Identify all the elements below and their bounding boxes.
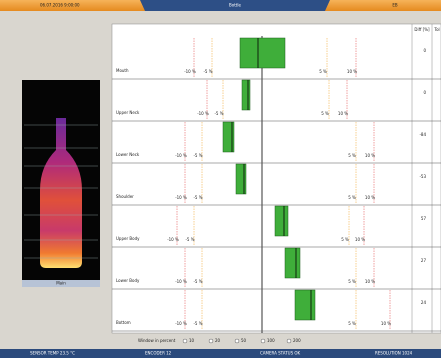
- status-text: ENCODER 12: [145, 351, 172, 356]
- limit-label: 10 %: [365, 195, 375, 200]
- limit-label: 5 %: [348, 153, 356, 158]
- limit-label: -10 %: [175, 321, 187, 326]
- row-diff: -53: [419, 174, 426, 179]
- limit-label: -10 %: [167, 237, 179, 242]
- limit-label: 5 %: [348, 321, 356, 326]
- limit-label: -5 %: [203, 69, 212, 74]
- limit-label: -5 %: [193, 279, 202, 284]
- tab[interactable]: [140, 0, 330, 11]
- tab-title[interactable]: Bottle: [229, 3, 241, 8]
- row-diff: 0: [423, 90, 426, 95]
- radio-button[interactable]: [234, 338, 240, 344]
- zone-box: [241, 79, 251, 111]
- bottle: [40, 118, 82, 268]
- row-label: Mouth: [116, 68, 129, 73]
- limit-label: -10 %: [184, 69, 196, 74]
- radio-label[interactable]: 20: [215, 338, 221, 343]
- row-label: Lower Body: [116, 278, 140, 283]
- zone-box: [274, 205, 289, 237]
- radio-button[interactable]: [286, 338, 292, 344]
- status-text: SENSOR TEMP 23.5 °C: [30, 351, 75, 356]
- row-diff: 57: [421, 216, 427, 221]
- status-text: CAMERA STATUS OK: [260, 351, 301, 356]
- limit-label: -5 %: [193, 153, 202, 158]
- limit-label: 10 %: [338, 111, 348, 116]
- zone-box: [239, 37, 286, 69]
- status-text: RESOLUTION 1024: [375, 351, 413, 356]
- zone-lines: [24, 124, 98, 259]
- user: EB: [392, 3, 398, 8]
- datetime: 06.07.2016 9:00:00: [40, 3, 80, 8]
- row-label: Lower Neck: [116, 152, 140, 157]
- zone-box: [222, 121, 235, 153]
- zone-box: [284, 247, 301, 279]
- radio-label[interactable]: 200: [293, 338, 301, 343]
- zone-box: [235, 163, 247, 195]
- limit-label: 10 %: [355, 237, 365, 242]
- limit-label: -10 %: [175, 153, 187, 158]
- row-label: Upper Neck: [116, 110, 140, 115]
- limit-label: -10 %: [175, 195, 187, 200]
- row-label: Bottom: [116, 320, 131, 325]
- image-caption-bar: [22, 280, 100, 287]
- limit-label: 10 %: [365, 279, 375, 284]
- limit-label: 5 %: [341, 237, 349, 242]
- row-label: Shoulder: [116, 194, 134, 199]
- limit-label: -10 %: [175, 279, 187, 284]
- radio-label[interactable]: 100: [267, 338, 275, 343]
- limit-label: 10 %: [381, 321, 391, 326]
- column-header: Diff [%]: [414, 27, 430, 32]
- limit-label: 5 %: [348, 195, 356, 200]
- limit-label: 10 %: [365, 153, 375, 158]
- column-header: Tol: [433, 27, 439, 32]
- row-diff: 0: [423, 48, 426, 53]
- limit-label: 5 %: [319, 69, 327, 74]
- row-label: Upper Body: [116, 236, 140, 241]
- limit-label: 10 %: [347, 69, 357, 74]
- limit-label: 5 %: [348, 279, 356, 284]
- chart-panel: [111, 23, 441, 334]
- row-diff: 27: [421, 258, 427, 263]
- radio-label[interactable]: 50: [241, 338, 247, 343]
- row-diff: -84: [419, 132, 426, 137]
- limit-label: -5 %: [185, 237, 194, 242]
- limit-label: 5 %: [321, 111, 329, 116]
- limit-label: -5 %: [214, 111, 223, 116]
- limit-label: -5 %: [193, 321, 202, 326]
- row-diff: 24: [421, 300, 427, 305]
- radio-button[interactable]: [260, 338, 266, 344]
- radio-button[interactable]: [182, 338, 188, 344]
- image-label: Main: [56, 281, 66, 286]
- limit-label: -10 %: [197, 111, 209, 116]
- radio-label[interactable]: 10: [189, 338, 195, 343]
- radio-button[interactable]: [208, 338, 214, 344]
- window-label: Window in percent: [138, 338, 176, 343]
- limit-label: -5 %: [193, 195, 202, 200]
- status-bar: [0, 349, 441, 358]
- zone-box: [294, 289, 316, 321]
